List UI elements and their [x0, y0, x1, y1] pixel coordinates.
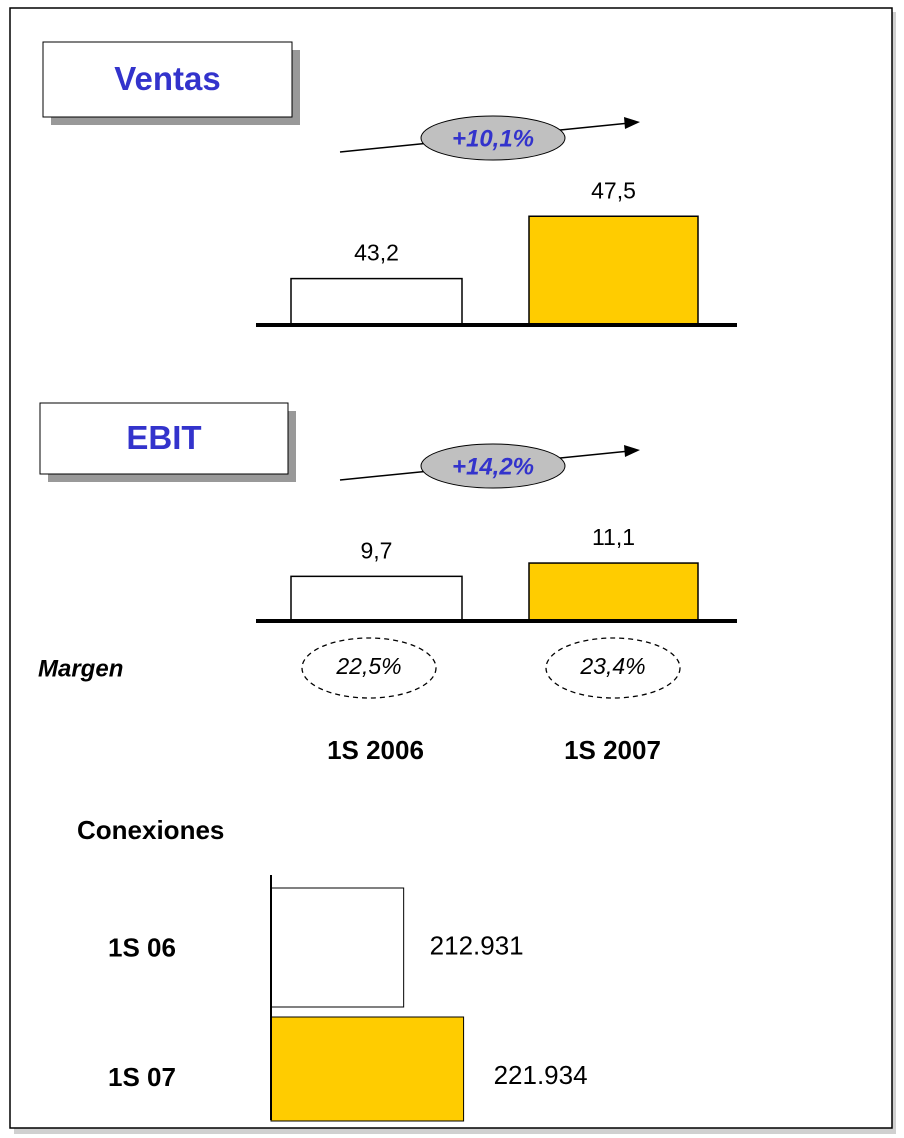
- chart-title: EBIT: [126, 419, 201, 456]
- bar: [528, 562, 699, 622]
- value-label: 221.934: [494, 1060, 588, 1090]
- margin-bubble: [545, 637, 681, 699]
- bar: [270, 887, 405, 1008]
- value-label: 212.931: [430, 930, 524, 960]
- value-label: 47,5: [591, 177, 636, 203]
- margin-label: 23,4%: [579, 653, 645, 679]
- margin-label: 22,5%: [335, 653, 401, 679]
- growth-label: +14,2%: [452, 453, 534, 480]
- growth-bubble: [420, 443, 566, 489]
- title-box: [42, 41, 293, 118]
- margin-bubble: [301, 637, 437, 699]
- bar: [290, 277, 463, 326]
- bar: [270, 1016, 465, 1122]
- value-label: 43,2: [354, 240, 399, 266]
- margin-title: Margen: [38, 655, 123, 682]
- frame: [9, 7, 893, 1129]
- category-label: 1S 06: [108, 932, 176, 962]
- category-label: 1S 07: [108, 1062, 176, 1092]
- bar: [290, 575, 463, 622]
- growth-bubble: [420, 115, 566, 161]
- chart-title: Ventas: [114, 60, 220, 97]
- category-label: 1S 2007: [564, 735, 661, 765]
- title-box: [39, 402, 289, 475]
- chart-title: Conexiones: [77, 815, 224, 845]
- value-label: 11,1: [592, 524, 635, 550]
- category-label: 1S 2006: [327, 735, 424, 765]
- bar: [528, 215, 699, 326]
- growth-label: +10,1%: [452, 125, 534, 152]
- arrow-head: [624, 445, 640, 457]
- value-label: 9,7: [361, 537, 393, 563]
- arrow-head: [624, 117, 640, 129]
